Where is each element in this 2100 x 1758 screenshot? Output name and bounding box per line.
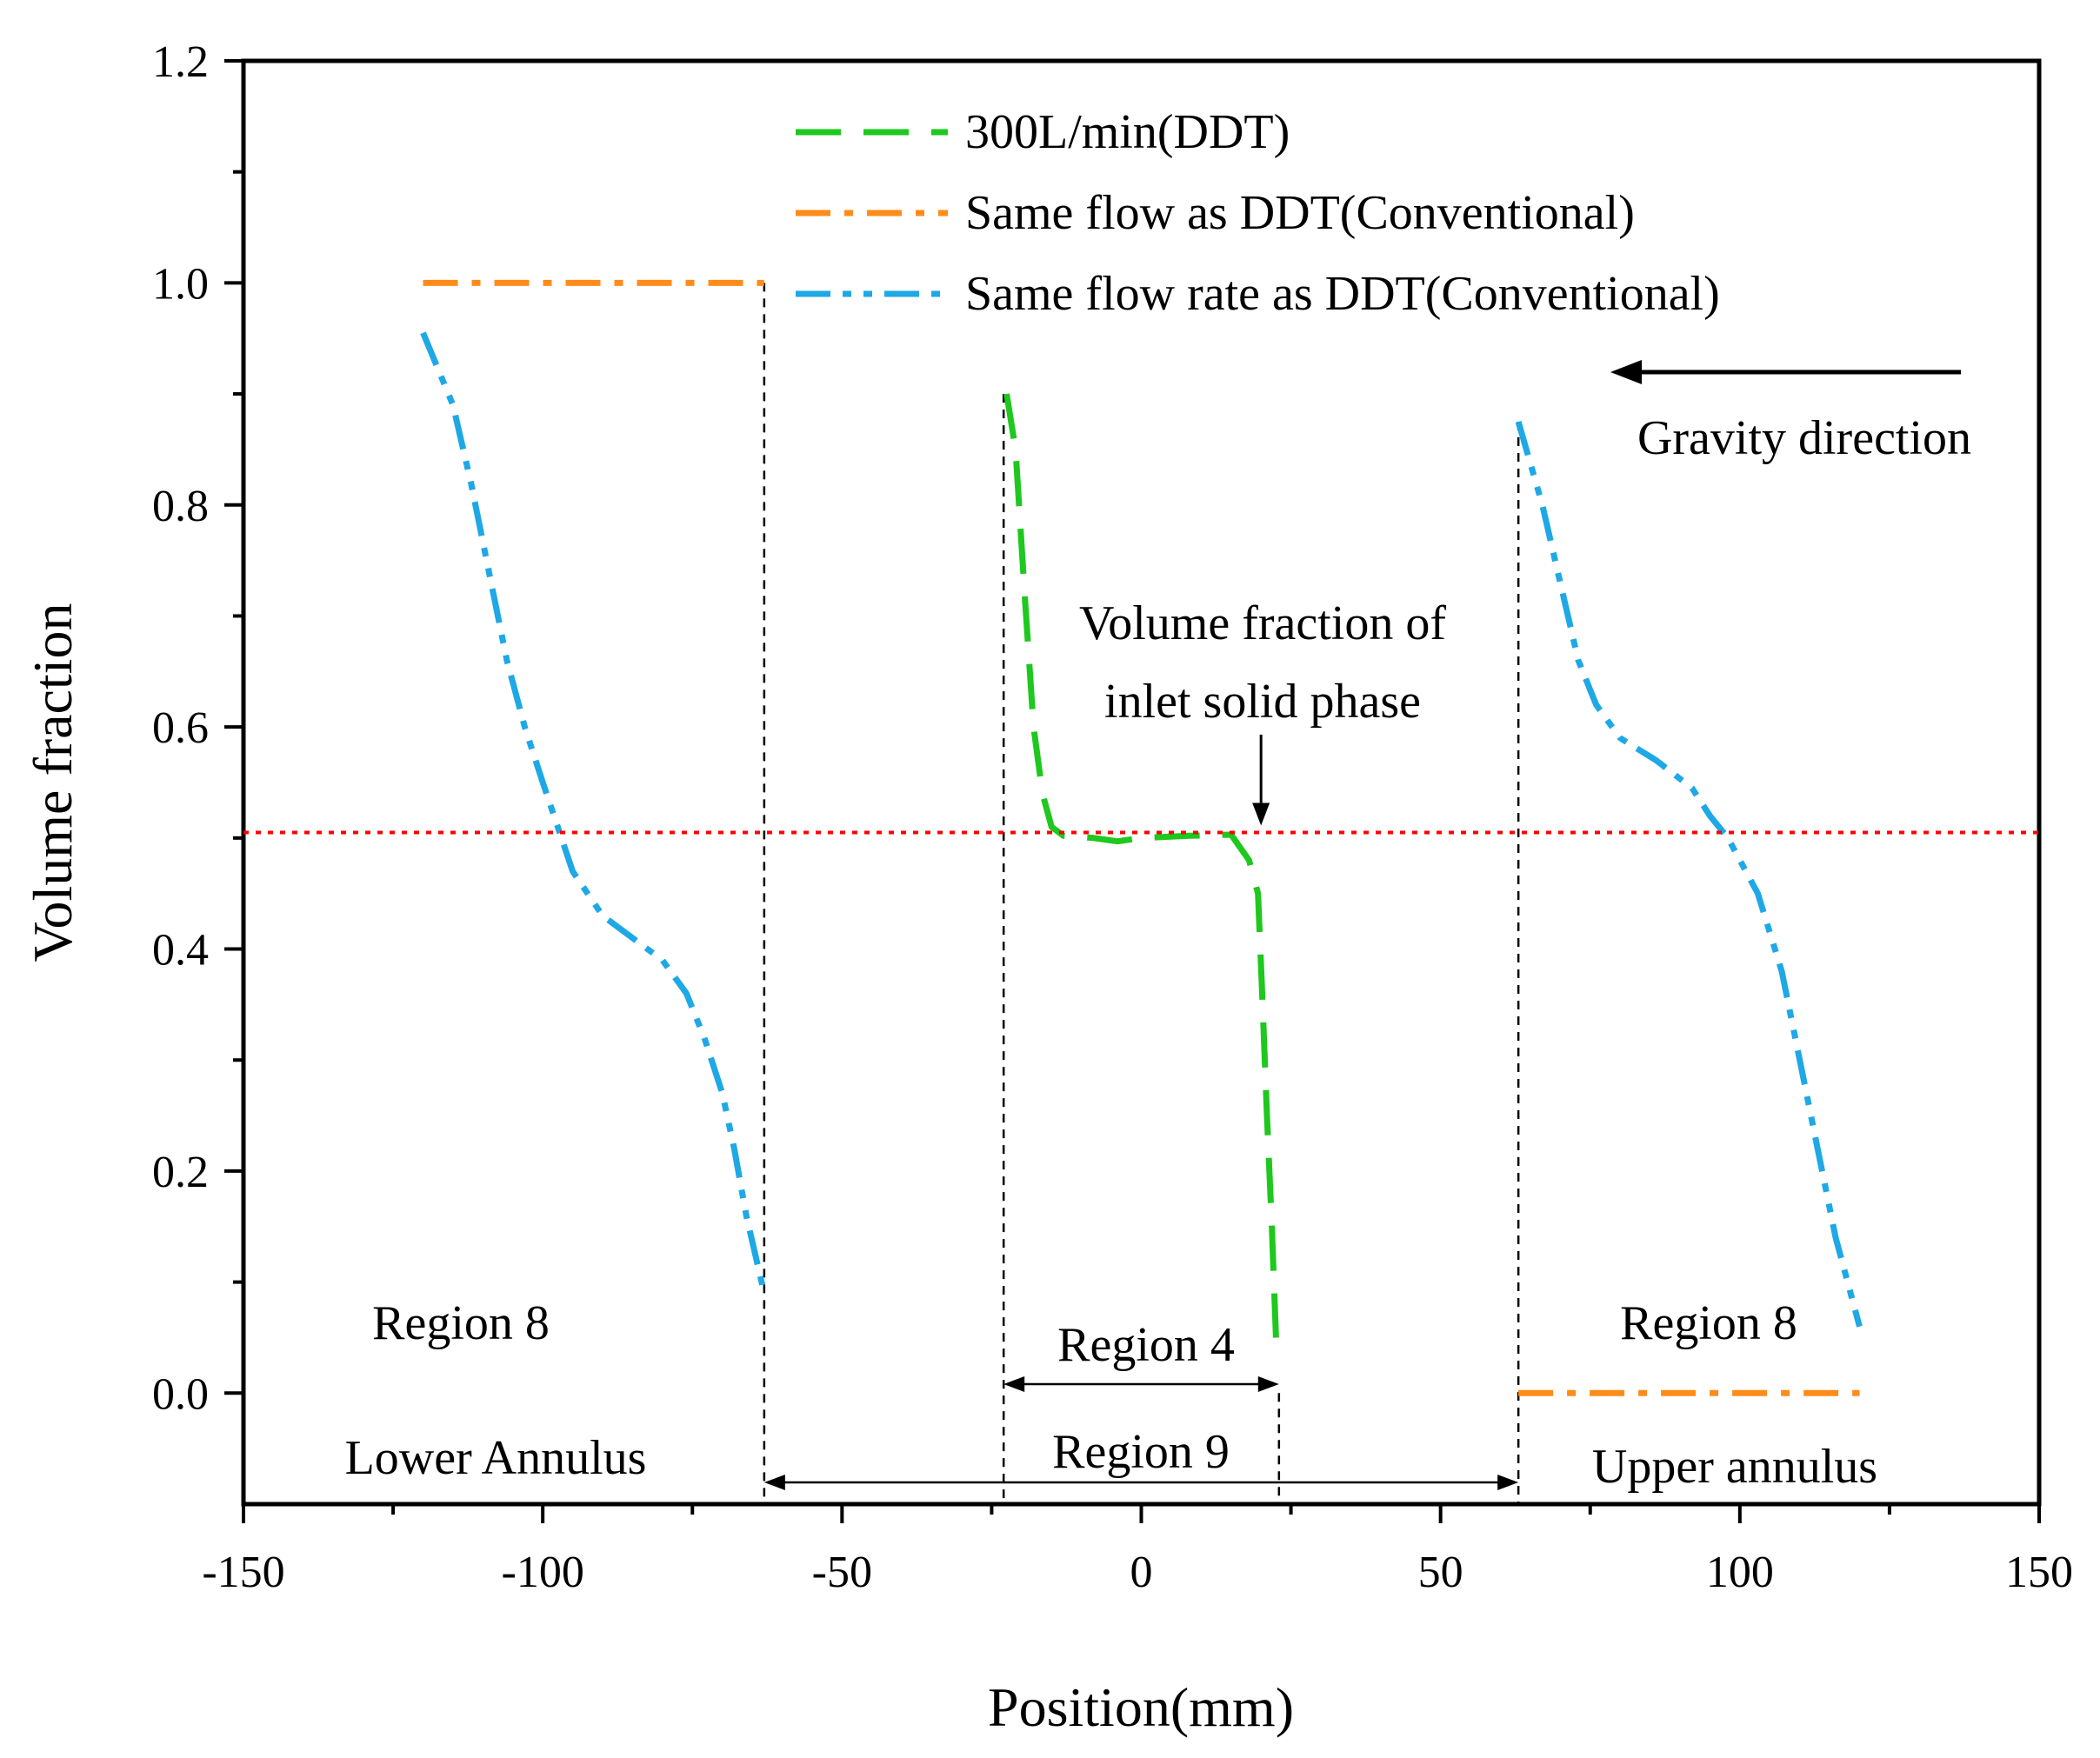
inlet-label-line1: Volume fraction of [1079, 596, 1446, 650]
region9-arrow-head-left [763, 1475, 785, 1490]
x-tick-label: 50 [1418, 1548, 1463, 1597]
x-tick-label: 100 [1706, 1548, 1774, 1597]
y-tick-label: 0.4 [152, 926, 209, 976]
x-tick-label: -50 [812, 1548, 872, 1597]
inlet-label-line2: inlet solid phase [1104, 675, 1421, 729]
legend-label-same-flow-rate: Same flow rate as DDT(Conventional) [965, 267, 1720, 321]
inlet-arrowhead [1252, 802, 1270, 826]
legend-label-same-flow: Same flow as DDT(Conventional) [965, 186, 1635, 240]
legend: 300L/min(DDT) Same flow as DDT(Conventio… [796, 105, 1720, 321]
upper-annulus-label: Upper annulus [1592, 1440, 1877, 1494]
x-axis-title: Position(mm) [988, 1676, 1294, 1738]
series-layer [243, 279, 2039, 1396]
x-tick-label: -100 [502, 1548, 584, 1597]
region8-right-label: Region 8 [1620, 1296, 1797, 1350]
annotation-arrows [763, 735, 1519, 1490]
series-line-2 [1515, 421, 1863, 1328]
y-tick-label: 0.8 [152, 482, 209, 531]
y-tick-label: 1.0 [152, 259, 209, 309]
axis-ticks [224, 59, 2041, 1523]
y-axis-title: Volume fraction [22, 603, 83, 962]
gravity-label: Gravity direction [1637, 411, 1971, 465]
tick-labels: -150 -100 -50 0 50 100 150 0.0 0.2 0.4 0.6 0.8 1.0 1.… [152, 37, 2073, 1597]
region4-label: Region 4 [1057, 1318, 1235, 1372]
region9-arrow-head-right [1497, 1475, 1519, 1490]
y-tick-label: 1.2 [152, 37, 209, 87]
region4-arrow-head-left [1003, 1376, 1025, 1392]
legend-label-ddt: 300L/min(DDT) [965, 105, 1290, 159]
y-tick-label: 0.6 [152, 703, 209, 753]
region4-arrow-head-right [1257, 1376, 1279, 1392]
region-boundaries [763, 283, 1520, 1504]
x-tick-label: -150 [202, 1548, 284, 1597]
x-tick-label: 0 [1130, 1548, 1153, 1597]
lower-annulus-label: Lower Annulus [345, 1431, 647, 1485]
y-tick-label: 0.2 [152, 1148, 209, 1197]
y-tick-label: 0.0 [152, 1369, 209, 1419]
series-line-0 [1003, 393, 1279, 1338]
region8-left-label: Region 8 [372, 1296, 550, 1350]
region9-label: Region 9 [1052, 1425, 1230, 1479]
series-line-2 [420, 331, 768, 1295]
x-tick-label: 150 [2005, 1548, 2073, 1597]
gravity-arrowhead [1610, 360, 1642, 384]
